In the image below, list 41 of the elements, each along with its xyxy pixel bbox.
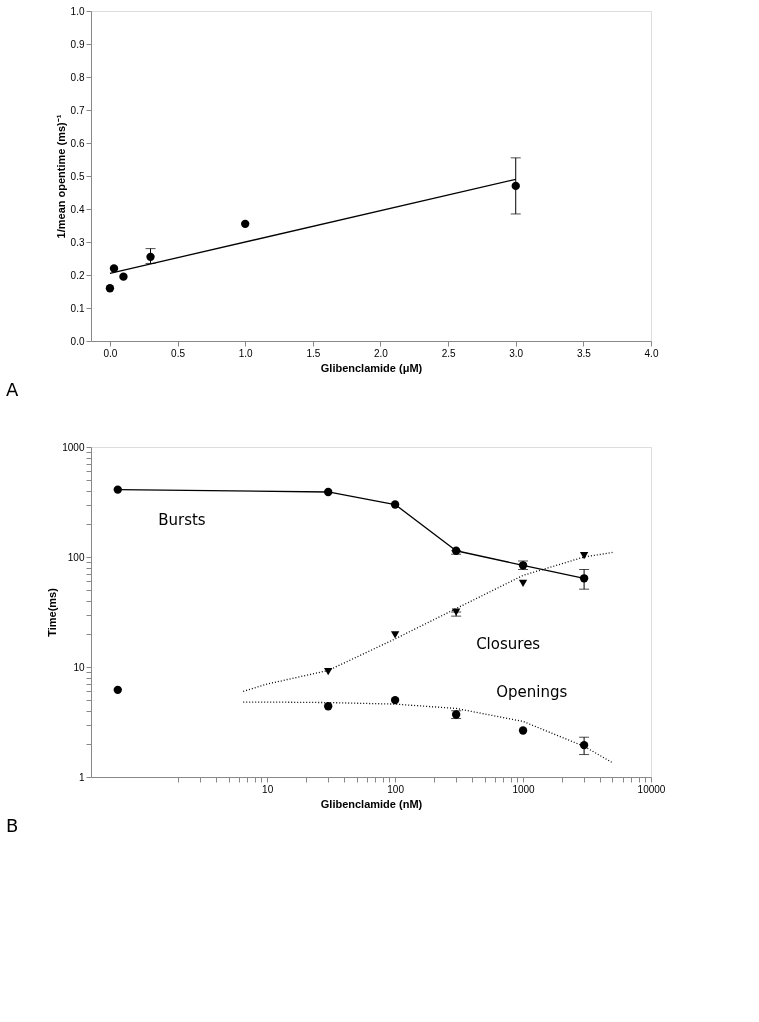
text: B xyxy=(6,815,19,836)
x-tick-label: 10000 xyxy=(637,783,666,795)
y-tick-label: 0.3 xyxy=(70,236,85,248)
point xyxy=(109,264,119,273)
x-tick-label: 1000 xyxy=(512,783,536,795)
x-tick-label: 2.0 xyxy=(374,347,389,359)
y-tick-label: 0.7 xyxy=(70,104,85,116)
y-tick-label: 0.5 xyxy=(70,170,85,182)
y-tick-label: 1000 xyxy=(62,441,85,453)
text: A xyxy=(6,379,19,400)
point xyxy=(105,284,115,293)
text: Openings xyxy=(496,683,568,702)
x-axis-title: Glibenclamide (μM) xyxy=(320,361,423,374)
y-tick-label: 0.1 xyxy=(70,302,85,314)
x-tick-label: 10 xyxy=(262,783,274,795)
point xyxy=(241,219,250,229)
x-tick-label: 3.0 xyxy=(509,347,524,359)
x-tick-label: 0.0 xyxy=(103,347,118,359)
series-label: Closures xyxy=(476,635,541,654)
x-tick-label: 100 xyxy=(387,783,405,795)
y-tick-label: 100 xyxy=(67,551,85,563)
x-tick-label: 1.5 xyxy=(306,347,321,359)
x-tick-label: 0.5 xyxy=(171,347,186,359)
x-tick-label: 2.5 xyxy=(441,347,456,359)
y-tick-label: 0.4 xyxy=(70,203,85,215)
y-tick-label: 0.2 xyxy=(70,269,85,281)
y-axis-title: Time(ms) xyxy=(46,587,59,637)
y-tick-label: 10 xyxy=(73,661,85,673)
y-tick-label: 1 xyxy=(78,771,85,783)
point xyxy=(119,272,128,281)
y-tick-label: 1.0 xyxy=(70,5,85,17)
x-tick-label: 3.5 xyxy=(576,347,592,359)
series-label: Bursts xyxy=(158,510,206,529)
y-tick-label: 0.8 xyxy=(70,71,85,83)
y-tick-label: 0.6 xyxy=(70,137,85,149)
y-axis-title: 1/mean opentime (ms)⁻¹ xyxy=(54,114,67,239)
x-tick-label: 1.0 xyxy=(238,347,254,359)
y-tick-label: 0.0 xyxy=(70,335,85,347)
x-axis-title: Glibenclamide (nM) xyxy=(320,797,423,810)
x-tick-label: 4.0 xyxy=(644,347,659,359)
y-tick-label: 0.9 xyxy=(70,38,85,50)
